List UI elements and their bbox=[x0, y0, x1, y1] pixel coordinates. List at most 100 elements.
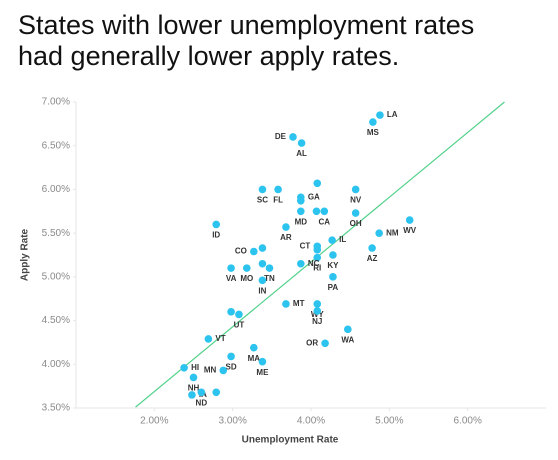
point-label: MS bbox=[367, 128, 380, 137]
y-tick-label: 6.50% bbox=[42, 140, 70, 151]
point bbox=[351, 209, 360, 217]
point bbox=[313, 179, 322, 188]
point bbox=[197, 388, 206, 397]
chart-title: States with lower unemployment rates bbox=[18, 10, 474, 40]
point bbox=[368, 244, 376, 252]
point bbox=[329, 251, 337, 259]
point-label: VA bbox=[226, 274, 237, 283]
point bbox=[369, 118, 377, 126]
point bbox=[375, 229, 383, 237]
point bbox=[189, 373, 198, 382]
point bbox=[274, 185, 282, 194]
point-label: MN bbox=[204, 366, 217, 375]
point bbox=[242, 264, 251, 272]
point-label: SC bbox=[257, 196, 268, 205]
y-axis-label: Apply Rate bbox=[20, 228, 31, 281]
point bbox=[351, 185, 360, 194]
point-label: OR bbox=[306, 338, 318, 347]
point bbox=[212, 220, 221, 229]
point bbox=[282, 300, 290, 308]
trend-line bbox=[135, 101, 505, 408]
point bbox=[313, 245, 322, 254]
point bbox=[212, 388, 221, 397]
point bbox=[258, 259, 267, 268]
point bbox=[180, 363, 188, 372]
point bbox=[321, 339, 329, 348]
point bbox=[329, 273, 337, 281]
point bbox=[250, 247, 258, 256]
y-tick-label: 4.50% bbox=[42, 315, 70, 326]
point bbox=[235, 310, 243, 319]
point-label: HI bbox=[191, 363, 199, 372]
point bbox=[265, 264, 274, 272]
point-label: ME bbox=[256, 368, 269, 377]
point bbox=[344, 325, 352, 334]
point-label: SD bbox=[226, 363, 237, 372]
point-label: RI bbox=[313, 264, 321, 273]
point bbox=[227, 264, 235, 272]
point bbox=[313, 253, 322, 262]
point-label: AZ bbox=[367, 254, 378, 263]
point bbox=[258, 276, 267, 285]
y-tick-label: 7.00% bbox=[42, 97, 70, 108]
point-label: IN bbox=[258, 286, 266, 295]
point bbox=[376, 111, 384, 119]
y-tick-label: 5.00% bbox=[42, 271, 70, 282]
point bbox=[258, 244, 267, 252]
point bbox=[258, 185, 267, 194]
point-label: ID bbox=[212, 231, 220, 240]
point-label: NV bbox=[350, 196, 362, 205]
point bbox=[297, 259, 305, 268]
y-tick-label: 4.00% bbox=[42, 359, 70, 370]
point-label: FL bbox=[273, 196, 283, 205]
point-label: CT bbox=[300, 241, 311, 250]
point-label: WA bbox=[341, 335, 354, 344]
y-tick-label: 5.50% bbox=[42, 228, 70, 239]
x-tick-label: 3.00% bbox=[218, 416, 246, 427]
point bbox=[312, 207, 321, 216]
x-tick-label: 2.00% bbox=[140, 416, 168, 427]
point bbox=[227, 352, 235, 361]
point-label: ND bbox=[196, 398, 208, 407]
point-label: MA bbox=[248, 354, 261, 363]
x-tick-label: 6.00% bbox=[453, 416, 481, 427]
point bbox=[219, 366, 228, 375]
point-label: PA bbox=[328, 283, 339, 292]
point bbox=[282, 223, 290, 231]
point bbox=[297, 207, 305, 216]
point-label: NM bbox=[386, 228, 399, 237]
point-label: AL bbox=[296, 149, 307, 158]
point-label: UT bbox=[234, 321, 245, 330]
y-tick-label: 6.00% bbox=[42, 184, 70, 195]
point-label: MO bbox=[240, 274, 253, 283]
point-label: GA bbox=[308, 192, 320, 201]
point-label: OH bbox=[350, 219, 362, 228]
point bbox=[289, 133, 297, 141]
point bbox=[204, 335, 213, 343]
point-label: CO bbox=[235, 247, 247, 256]
point-label: VT bbox=[215, 334, 225, 343]
point bbox=[313, 300, 322, 308]
point bbox=[297, 196, 305, 205]
point-label: MD bbox=[295, 217, 308, 226]
chart-title: had generally lower apply rates. bbox=[18, 41, 399, 71]
point-label: MT bbox=[293, 299, 305, 308]
point-label: CA bbox=[319, 217, 331, 226]
point bbox=[250, 343, 258, 352]
point-label: NJ bbox=[312, 317, 322, 326]
point-label: LA bbox=[387, 110, 398, 119]
point bbox=[188, 391, 196, 399]
x-tick-label: 5.00% bbox=[375, 416, 403, 427]
point-label: NC bbox=[308, 259, 320, 268]
point-label: AR bbox=[280, 233, 292, 242]
point-label: IL bbox=[339, 235, 346, 244]
point-label: WV bbox=[403, 226, 417, 235]
point bbox=[320, 207, 329, 216]
point-label: TN bbox=[264, 274, 275, 283]
point bbox=[227, 308, 235, 316]
point-label: KY bbox=[327, 261, 339, 270]
x-tick-label: 4.00% bbox=[297, 416, 325, 427]
x-axis-label: Unemployment Rate bbox=[242, 435, 339, 446]
point bbox=[297, 139, 306, 147]
